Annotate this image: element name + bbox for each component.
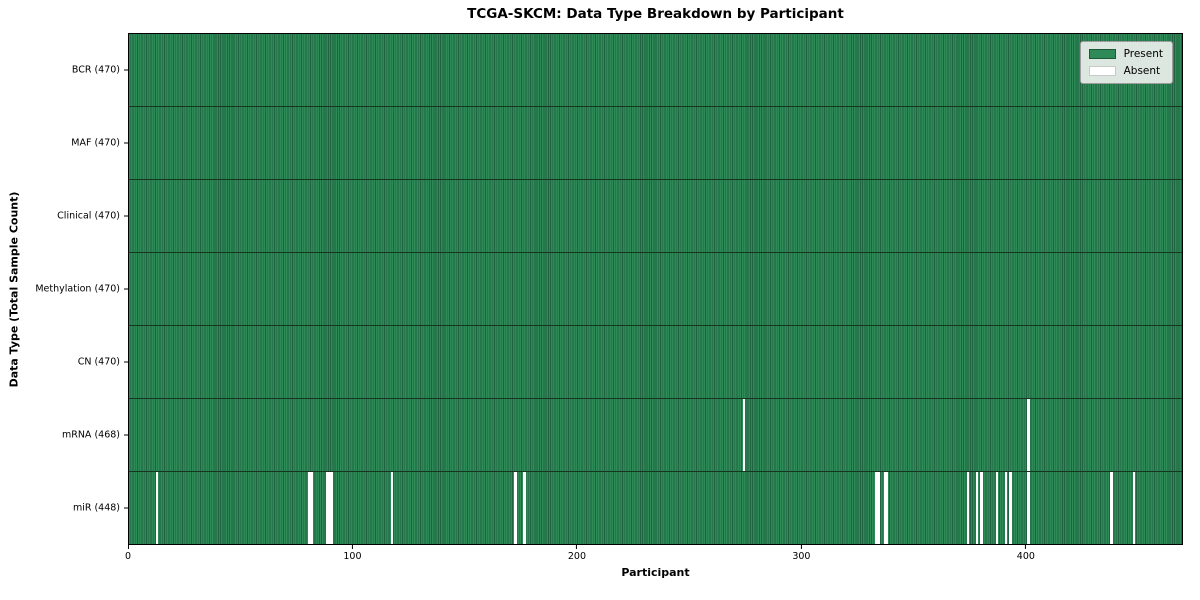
legend-present-label: Present: [1123, 48, 1163, 60]
x-tick: 200: [568, 545, 586, 562]
absent-gap: [308, 472, 311, 544]
y-tick-mark: [124, 215, 128, 217]
x-tick-label: 100: [343, 551, 362, 562]
y-tick-mark: [124, 288, 128, 290]
legend: Present Absent: [1079, 41, 1173, 84]
absent-gap: [1027, 472, 1030, 544]
y-tick-label: MAF (470): [71, 137, 120, 149]
absent-gap: [886, 472, 889, 544]
absent-gap: [966, 472, 970, 544]
absent-gap: [1005, 472, 1008, 544]
y-tick-label: CN (470): [77, 356, 120, 368]
absent-gap: [980, 472, 983, 544]
x-tick: 400: [1017, 545, 1035, 562]
absent-gap: [877, 472, 880, 544]
x-tick-mark: [800, 545, 802, 549]
heatmap-row-cn: [129, 326, 1182, 399]
plot-area: [128, 33, 1183, 545]
y-tick-mark: [124, 434, 128, 436]
y-tick-mark: [124, 507, 128, 509]
heatmap-row-mrna: [129, 399, 1182, 472]
y-tick-mark: [124, 69, 128, 71]
absent-gap: [996, 472, 999, 544]
y-tick-label: BCR (470): [71, 64, 120, 76]
heatmap-row-bcr: [129, 34, 1182, 107]
absent-gap: [514, 472, 517, 544]
absent-gap: [155, 472, 159, 544]
absent-gap: [875, 472, 878, 544]
absent-swatch: [1088, 66, 1116, 76]
y-tick-marks: [123, 33, 128, 545]
absent-gap: [523, 472, 526, 544]
absent-gap: [326, 472, 329, 544]
absent-gap: [1027, 399, 1030, 471]
x-axis-label: Participant: [621, 566, 690, 579]
x-tick: 100: [343, 545, 362, 562]
x-tick-mark: [1025, 545, 1027, 549]
heatmap-row-methylation: [129, 253, 1182, 326]
x-tick: 0: [125, 545, 131, 562]
heatmap-row-clinical: [129, 180, 1182, 253]
absent-gap: [742, 399, 746, 471]
absent-gap: [310, 472, 313, 544]
y-tick-label: Clinical (470): [57, 210, 120, 222]
y-tick-label: mRNA (468): [61, 429, 120, 441]
x-tick-label: 0: [124, 551, 132, 562]
x-tick-label: 400: [1016, 551, 1035, 562]
legend-item-absent: Absent: [1088, 65, 1163, 77]
y-tick-labels: BCR (470) MAF (470) Clinical (470) Methylat…: [0, 33, 120, 545]
absent-gap: [975, 472, 979, 544]
y-tick-label: Methylation (470): [35, 283, 120, 295]
chart-title: TCGA-SKCM: Data Type Breakdown by Partic…: [467, 6, 844, 22]
y-tick-label: miR (448): [72, 502, 120, 514]
absent-gap: [330, 472, 333, 544]
absent-gap: [328, 472, 331, 544]
legend-absent-label: Absent: [1123, 65, 1161, 77]
y-tick-mark: [124, 361, 128, 363]
absent-gap: [391, 472, 394, 544]
absent-gap: [884, 472, 887, 544]
y-tick-mark: [124, 142, 128, 144]
x-tick-label: 200: [567, 551, 586, 562]
heatmap-row-mir: [129, 472, 1182, 544]
absent-gap: [1132, 472, 1135, 544]
present-swatch: [1088, 49, 1116, 59]
absent-gap: [1009, 472, 1012, 544]
x-tick: 300: [792, 545, 810, 562]
absent-gap: [1110, 472, 1113, 544]
legend-item-present: Present: [1088, 48, 1163, 60]
x-ticks: 0 100 200 300 400: [125, 545, 1183, 569]
x-tick-mark: [127, 545, 129, 549]
x-tick-mark: [351, 545, 353, 549]
x-tick-label: 300: [792, 551, 811, 562]
heatmap-row-maf: [129, 107, 1182, 180]
x-tick-mark: [576, 545, 578, 549]
